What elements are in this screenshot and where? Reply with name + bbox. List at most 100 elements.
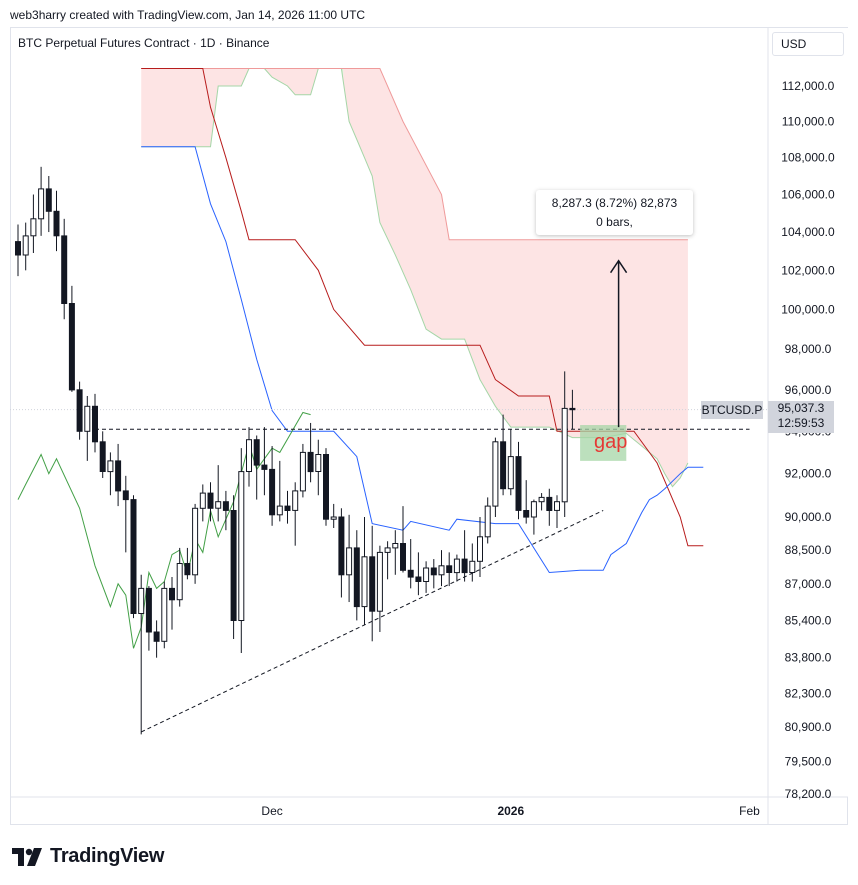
candle bbox=[84, 395, 91, 461]
y-tick-label: 80,900.0 bbox=[785, 720, 832, 734]
candle bbox=[500, 414, 507, 496]
candle-body bbox=[523, 510, 530, 518]
y-tick-label: 92,000.0 bbox=[785, 467, 832, 481]
candle-body bbox=[315, 454, 322, 472]
y-tick-label: 82,300.0 bbox=[785, 686, 832, 700]
candle bbox=[15, 224, 21, 277]
candle bbox=[477, 517, 483, 578]
candle bbox=[199, 484, 206, 522]
candle bbox=[323, 448, 329, 526]
x-tick-label: Feb bbox=[739, 804, 760, 818]
candle-body bbox=[230, 510, 237, 621]
candle-body bbox=[130, 499, 137, 615]
tradingview-logo[interactable]: TradingView bbox=[12, 845, 164, 868]
y-tick-label: 85,400.0 bbox=[785, 613, 832, 627]
candle bbox=[45, 176, 52, 233]
candle bbox=[192, 503, 199, 584]
candle-body bbox=[561, 407, 568, 503]
cloud-bullish bbox=[318, 68, 344, 82]
candle bbox=[238, 448, 245, 653]
candle-body bbox=[361, 556, 368, 608]
candle-body bbox=[384, 547, 391, 553]
candle bbox=[538, 493, 545, 511]
x-tick-label: 2026 bbox=[497, 804, 524, 818]
last-price-value: 95,037.3 bbox=[777, 401, 825, 415]
candle-body bbox=[169, 587, 175, 601]
candle bbox=[138, 574, 145, 735]
candle bbox=[145, 586, 152, 651]
candle-body bbox=[446, 565, 453, 573]
y-tick-label: 106,000.0 bbox=[781, 188, 835, 202]
candle-body bbox=[461, 558, 468, 574]
tradingview-logo-text: TradingView bbox=[50, 845, 165, 867]
currency-selector[interactable]: USD bbox=[772, 32, 844, 56]
candle-body bbox=[507, 456, 514, 490]
candle bbox=[530, 499, 537, 535]
candle-body bbox=[207, 492, 214, 509]
candle bbox=[430, 559, 437, 589]
candle bbox=[269, 446, 276, 526]
cloud-bearish bbox=[343, 68, 688, 487]
symbol-title[interactable]: BTC Perpetual Futures Contract · 1D · Bi… bbox=[18, 36, 270, 50]
candle bbox=[230, 495, 237, 639]
candle bbox=[338, 508, 345, 598]
candle-body bbox=[99, 441, 106, 472]
candle bbox=[407, 539, 414, 589]
candle bbox=[315, 439, 322, 496]
candle-body bbox=[61, 235, 68, 304]
candle bbox=[215, 465, 222, 522]
candle bbox=[22, 222, 29, 271]
measure-tooltip-line2: 0 bars, bbox=[596, 215, 633, 229]
candle-body bbox=[284, 505, 291, 512]
candle-body bbox=[538, 496, 545, 503]
candle-body bbox=[138, 587, 145, 615]
candle-body bbox=[484, 505, 491, 538]
candle bbox=[369, 525, 376, 642]
candle-body bbox=[407, 569, 414, 578]
candle bbox=[184, 547, 191, 580]
gap-label: gap bbox=[594, 431, 628, 453]
tradingview-logo-icon bbox=[12, 847, 42, 866]
candle-body bbox=[176, 563, 183, 601]
cloud-bearish bbox=[141, 68, 249, 147]
indicator-lines bbox=[17, 68, 704, 649]
candle bbox=[115, 443, 122, 507]
candle-body bbox=[469, 560, 476, 573]
candle bbox=[253, 435, 260, 500]
measure-tooltip: 8,287.3 (8.72%) 82,873 0 bars, bbox=[536, 190, 693, 235]
candle bbox=[122, 475, 129, 553]
candle-body bbox=[400, 543, 406, 571]
candle bbox=[561, 371, 568, 518]
candle-body bbox=[276, 505, 283, 516]
cloud-bearish bbox=[266, 68, 319, 95]
candle-body bbox=[330, 516, 337, 520]
candle-body bbox=[115, 460, 122, 492]
y-tick-label: 112,000.0 bbox=[782, 79, 835, 93]
candle-body bbox=[269, 468, 276, 516]
y-tick-label: 88,500.0 bbox=[785, 543, 832, 557]
candle-body bbox=[107, 460, 114, 473]
candle bbox=[546, 488, 553, 526]
chart-attribution: web3harry created with TradingView.com, … bbox=[10, 8, 366, 22]
candle-body bbox=[215, 501, 222, 509]
y-tick-label: 98,000.0 bbox=[785, 342, 832, 356]
candle bbox=[130, 495, 137, 619]
candle bbox=[68, 285, 75, 392]
candle-body bbox=[346, 547, 353, 576]
candle-body bbox=[53, 210, 60, 237]
y-tick-label: 100,000.0 bbox=[781, 302, 835, 316]
candle bbox=[346, 514, 353, 603]
candle bbox=[515, 441, 522, 520]
candle-body bbox=[184, 563, 191, 576]
candle bbox=[53, 190, 60, 252]
candle-body bbox=[30, 218, 37, 237]
candle-body bbox=[323, 454, 329, 520]
y-tick-label: 104,000.0 bbox=[781, 225, 835, 239]
candle bbox=[169, 577, 175, 630]
candle bbox=[307, 422, 314, 483]
candle-body bbox=[45, 188, 52, 212]
candle-body bbox=[145, 587, 152, 633]
y-tick-label: 110,000.0 bbox=[782, 115, 835, 129]
candle-body bbox=[15, 241, 21, 256]
